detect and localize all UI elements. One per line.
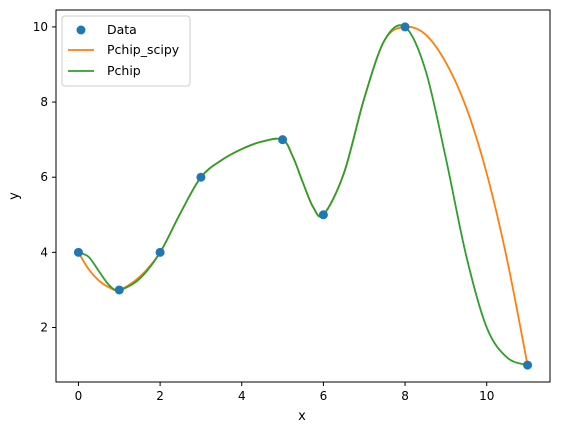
x-axis-label: x xyxy=(298,409,306,424)
y-tick-label: 6 xyxy=(40,170,48,184)
legend-label-data: Data xyxy=(107,22,137,37)
data-point xyxy=(278,135,288,145)
legend-label-pchip-scipy: Pchip_scipy xyxy=(107,42,180,57)
data-point xyxy=(73,247,83,257)
legend-label-pchip: Pchip xyxy=(107,63,141,78)
legend-marker-data xyxy=(76,25,86,35)
data-point xyxy=(318,210,328,220)
data-point xyxy=(400,22,410,32)
x-tick-label: 6 xyxy=(320,389,328,403)
y-tick-label: 8 xyxy=(40,95,48,109)
plot-frame xyxy=(55,9,551,383)
x-tick-label: 10 xyxy=(479,389,494,403)
y-tick-label: 4 xyxy=(40,245,48,259)
y-tick-label: 2 xyxy=(40,321,48,335)
x-tick-label: 2 xyxy=(156,389,164,403)
data-point xyxy=(523,360,533,370)
x-tick-label: 8 xyxy=(401,389,409,403)
y-axis-label: y xyxy=(7,192,22,200)
x-tick-label: 0 xyxy=(75,389,83,403)
series-line-pchip xyxy=(78,24,528,366)
data-point xyxy=(155,247,165,257)
data-point xyxy=(114,285,124,295)
x-tick-label: 4 xyxy=(238,389,246,403)
data-point xyxy=(196,172,206,182)
series-layer xyxy=(77,24,529,366)
legend-box xyxy=(61,15,191,87)
y-tick-label: 10 xyxy=(33,20,48,34)
legend: Data Pchip_scipy Pchip xyxy=(61,15,191,87)
y-ticks: 2 4 6 8 10 xyxy=(33,20,56,335)
x-ticks: 0 2 4 6 8 10 xyxy=(75,382,494,403)
points-layer xyxy=(73,22,533,370)
